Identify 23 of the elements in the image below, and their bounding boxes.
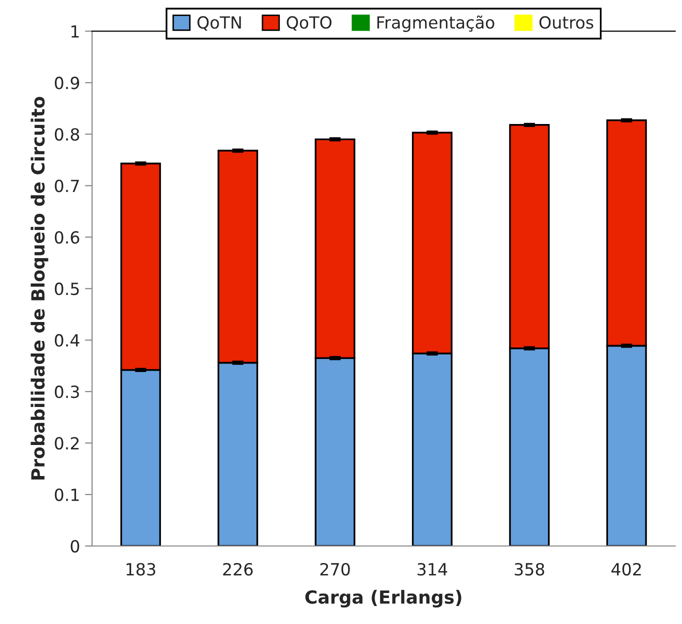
legend-label: QoTN	[197, 16, 241, 31]
x-tick-label: 226	[223, 562, 253, 576]
x-tick-label: 183	[126, 562, 156, 576]
y-axis-title: Probabilidade de Bloqueio de Circuito	[30, 96, 48, 480]
legend-label: Fragmentação	[377, 16, 494, 32]
y-tick-label: 0.2	[54, 437, 79, 450]
y-tick-label: 0.5	[54, 282, 79, 296]
x-axis-title: Carga (Erlangs)	[305, 590, 462, 608]
y-tick-label: 0.3	[54, 386, 79, 398]
x-tick-label: 314	[418, 562, 448, 576]
legend-label: QoTO	[286, 16, 332, 31]
y-tick-label: 0.4	[54, 334, 80, 347]
x-tick-label: 270	[320, 562, 350, 576]
y-tick-label: 0.6	[54, 231, 80, 244]
y-tick-label: 0.9	[54, 76, 80, 90]
y-tick-label: 0	[70, 540, 80, 553]
y-tick-label: 1	[71, 25, 79, 38]
y-tick-label: 0.7	[54, 180, 79, 192]
y-tick-label: 0.8	[54, 128, 80, 141]
x-tick-label: 402	[611, 562, 641, 576]
x-tick-label: 358	[514, 562, 544, 576]
legend-label: Outros	[539, 16, 594, 29]
y-tick-label: 0.1	[54, 488, 79, 502]
